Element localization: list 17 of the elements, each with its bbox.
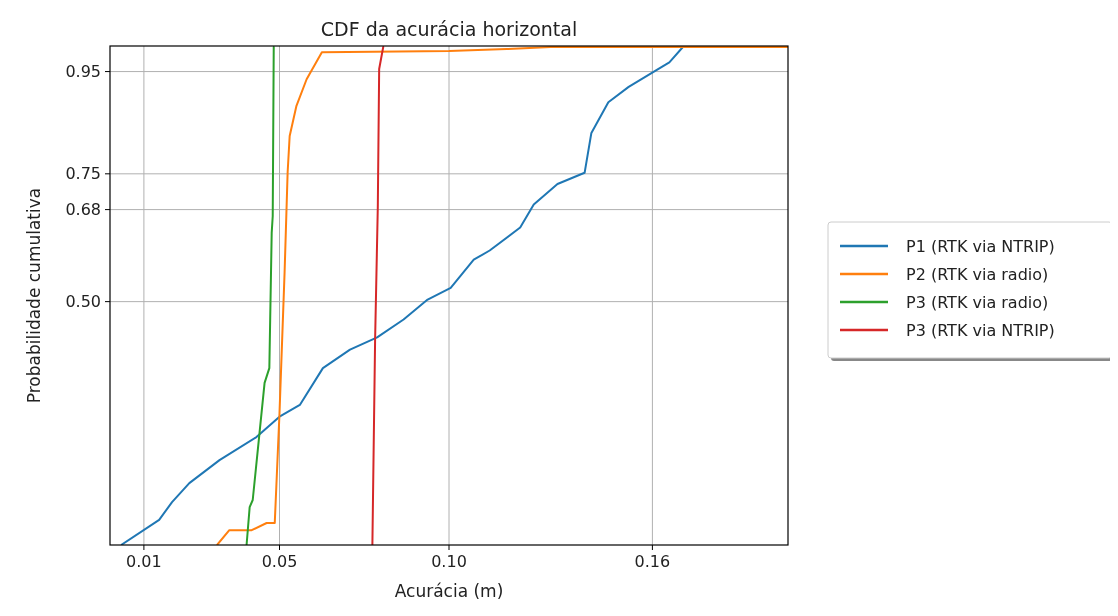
legend-label: P3 (RTK via NTRIP)	[906, 320, 1055, 340]
x-tick-label: 0.16	[634, 552, 671, 571]
x-axis-title: Acurácia (m)	[394, 581, 504, 601]
y-tick-label: 0.75	[65, 164, 101, 184]
chart-title: CDF da acurácia horizontal	[320, 18, 578, 40]
y-tick-label: 0.95	[65, 62, 101, 82]
x-tick-label: 0.10	[431, 552, 467, 571]
legend-label: P2 (RTK via radio)	[906, 264, 1049, 284]
legend-label: P3 (RTK via radio)	[906, 292, 1049, 312]
legend-label: P1 (RTK via NTRIP)	[906, 236, 1055, 256]
x-tick-label: 0.01	[126, 552, 162, 571]
line-series	[371, 46, 385, 545]
y-tick-label: 0.50	[65, 292, 101, 312]
y-axis-title: Probabilidade cumulativa	[24, 187, 44, 404]
line-series	[245, 46, 275, 545]
x-tick-label: 0.05	[261, 552, 298, 571]
y-tick-label: 0.68	[65, 200, 101, 220]
